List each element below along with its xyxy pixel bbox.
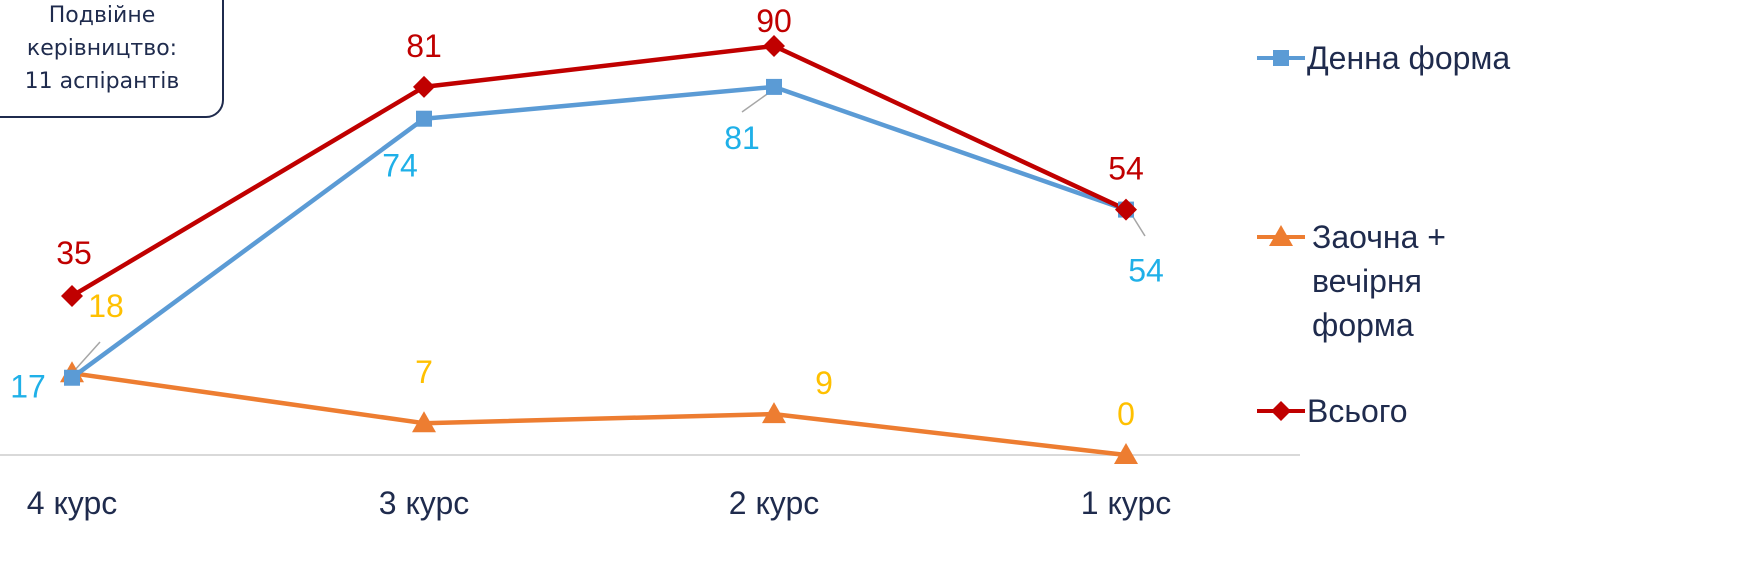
legend-label: вечірня	[1312, 263, 1422, 299]
marker-triangle	[1114, 443, 1138, 464]
leader-lines	[73, 91, 1146, 372]
marker-diamond	[763, 35, 785, 57]
data-label: 90	[756, 3, 792, 39]
leader-line	[741, 91, 771, 113]
legend-marker-square	[1273, 50, 1289, 66]
data-label: 81	[406, 28, 442, 64]
annotation-callout: Подвійне керівництво: 11 аспірантів	[0, 0, 224, 118]
legend-label: форма	[1312, 307, 1414, 343]
legend-item: Денна форма	[1257, 40, 1510, 76]
series-markers	[60, 35, 1138, 464]
data-label: 17	[10, 369, 46, 405]
data-label: 9	[815, 365, 833, 401]
data-label: 35	[56, 235, 92, 271]
data-label: 0	[1117, 396, 1135, 432]
legend-item: Заочна + вечірня форма	[1257, 219, 1446, 343]
data-label: 54	[1108, 151, 1144, 187]
annotation-line-3: 11 аспірантів	[24, 69, 180, 94]
marker-triangle	[412, 411, 436, 433]
legend-label: Заочна +	[1312, 219, 1446, 255]
category-label: 3 курс	[379, 485, 469, 521]
legend-item: Всього	[1257, 393, 1408, 429]
legend-marker-triangle	[1269, 225, 1293, 246]
category-label: 4 курс	[27, 485, 117, 521]
data-label: 54	[1128, 253, 1164, 289]
legend: Денна форма Заочна + вечірня форма Всього	[1257, 40, 1510, 429]
category-label: 2 курс	[729, 485, 819, 521]
series-line-2	[69, 43, 1129, 299]
marker-diamond	[1115, 198, 1137, 221]
leader-line	[73, 341, 101, 372]
marker-diamond	[413, 75, 435, 98]
category-labels: 4 курс 3 курс 2 курс 1 курс	[27, 485, 1171, 521]
marker-square	[766, 78, 782, 95]
legend-marker-diamond	[1271, 401, 1291, 421]
legend-label: Денна форма	[1307, 40, 1510, 76]
series-lines	[69, 43, 1129, 458]
data-label: 7	[415, 354, 433, 390]
annotation-line-1: Подвійне	[48, 3, 156, 28]
data-label: 18	[88, 288, 124, 324]
series-line-1	[69, 370, 1129, 458]
category-label: 1 курс	[1081, 485, 1171, 521]
data-label: 81	[724, 120, 760, 156]
annotation-line-2: керівництво:	[26, 36, 178, 61]
data-label: 74	[382, 148, 418, 184]
legend-label: Всього	[1307, 393, 1408, 429]
marker-diamond	[61, 284, 83, 307]
marker-square	[416, 110, 432, 127]
marker-square	[64, 369, 80, 386]
series-line-0	[69, 84, 1129, 380]
marker-triangle	[762, 402, 786, 424]
